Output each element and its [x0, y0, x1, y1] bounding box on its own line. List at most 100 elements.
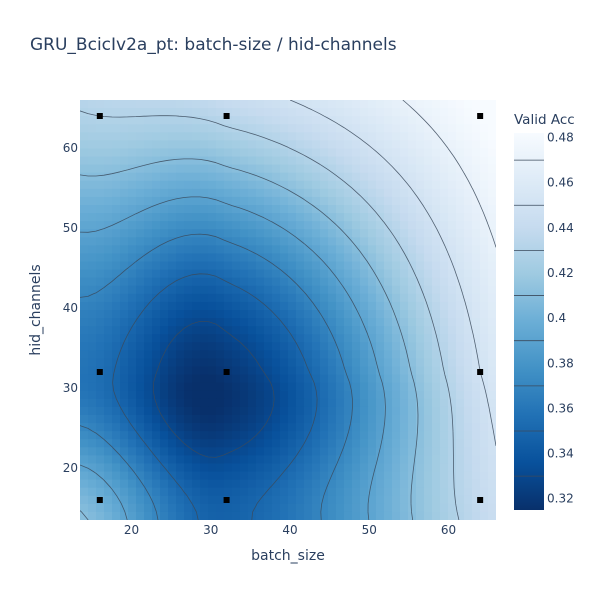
heatmap-cell	[480, 374, 489, 384]
heatmap-cell	[400, 487, 409, 497]
heatmap-cell	[80, 447, 89, 456]
heatmap-cell	[336, 269, 345, 279]
heatmap-cell	[96, 237, 105, 246]
heatmap-cell	[296, 245, 305, 255]
heatmap-cell	[464, 318, 473, 327]
heatmap-cell	[296, 253, 305, 263]
heatmap-cell	[208, 237, 217, 246]
heatmap-cell	[304, 495, 313, 505]
heatmap-cell	[368, 172, 377, 182]
heatmap-cell	[408, 164, 417, 174]
heatmap-cell	[376, 301, 385, 311]
heatmap-cell	[408, 495, 417, 505]
heatmap-cell	[440, 415, 449, 424]
heatmap-cell	[408, 221, 417, 230]
heatmap-cell	[472, 374, 481, 384]
heatmap-cell	[416, 447, 425, 456]
heatmap-cell	[432, 100, 441, 109]
heatmap-cell	[456, 148, 465, 158]
heatmap-cell	[328, 463, 337, 473]
heatmap-cell	[336, 431, 345, 440]
heatmap-cell	[448, 503, 457, 513]
heatmap-cell	[456, 366, 465, 376]
heatmap-cell	[472, 326, 481, 335]
heatmap-cell	[144, 172, 153, 182]
heatmap-cell	[392, 301, 401, 311]
heatmap-cell	[80, 277, 89, 287]
heatmap-cell	[320, 342, 329, 351]
heatmap-cell	[136, 406, 145, 416]
heatmap-cell	[384, 172, 393, 182]
heatmap-cell	[152, 471, 161, 481]
heatmap-cell	[432, 253, 441, 263]
heatmap-cell	[376, 205, 385, 214]
heatmap-cell	[280, 479, 289, 489]
heatmap-cell	[352, 439, 361, 448]
heatmap-cell	[152, 148, 161, 158]
heatmap-cell	[344, 124, 353, 133]
heatmap-cell	[248, 132, 257, 141]
heatmap-cell	[232, 221, 241, 230]
heatmap-cell	[376, 334, 385, 343]
heatmap-cell	[488, 495, 496, 505]
heatmap-cell	[344, 261, 353, 271]
heatmap-cell	[152, 439, 161, 448]
heatmap-cell	[432, 463, 441, 473]
heatmap-cell	[256, 213, 265, 222]
heatmap-cell	[456, 447, 465, 456]
heatmap-cell	[152, 132, 161, 141]
heatmap-cell	[232, 479, 241, 489]
heatmap-cell	[472, 180, 481, 190]
heatmap-cell	[120, 415, 129, 424]
heatmap-cell	[136, 447, 145, 456]
heatmap-cell	[336, 156, 345, 166]
heatmap-cell	[376, 229, 385, 238]
heatmap-cell	[176, 253, 185, 263]
heatmap-cell	[240, 350, 249, 360]
heatmap-cell	[472, 415, 481, 424]
heatmap-cell	[336, 261, 345, 271]
heatmap-cell	[472, 285, 481, 295]
heatmap-cell	[144, 374, 153, 384]
heatmap-cell	[248, 503, 257, 513]
heatmap-cell	[200, 253, 209, 263]
heatmap-cell	[456, 213, 465, 222]
heatmap-cell	[376, 350, 385, 360]
heatmap-cell	[360, 132, 369, 141]
heatmap-cell	[448, 398, 457, 408]
heatmap-cell	[256, 495, 265, 505]
heatmap-cell	[368, 431, 377, 440]
heatmap-cell	[280, 132, 289, 141]
heatmap-cell	[288, 479, 297, 489]
heatmap-cell	[344, 487, 353, 497]
heatmap-cell	[344, 237, 353, 246]
heatmap-cell	[336, 172, 345, 182]
heatmap-cell	[312, 132, 321, 141]
heatmap-cell	[376, 366, 385, 376]
heatmap-cell	[120, 382, 129, 392]
heatmap-cell	[152, 423, 161, 432]
heatmap-cell	[104, 471, 113, 481]
heatmap-cell	[416, 156, 425, 166]
heatmap-cell	[352, 495, 361, 505]
heatmap-cell	[248, 196, 257, 206]
heatmap-cell	[328, 172, 337, 182]
heatmap-cell	[208, 140, 217, 150]
heatmap-cell	[144, 455, 153, 465]
heatmap-cell	[168, 326, 177, 335]
heatmap-cell	[120, 213, 129, 222]
heatmap-cell	[488, 463, 496, 473]
heatmap-cell	[480, 503, 489, 513]
contour-line	[80, 158, 419, 520]
heatmap-cell	[136, 213, 145, 222]
heatmap-cell	[88, 261, 97, 271]
heatmap-cell	[400, 310, 409, 319]
contour-line	[402, 100, 496, 248]
heatmap-cell	[376, 132, 385, 141]
heatmap-cell	[304, 277, 313, 287]
heatmap-cell	[448, 471, 457, 481]
heatmap-cell	[264, 423, 273, 432]
heatmap-cell	[232, 245, 241, 255]
heatmap-cell	[184, 471, 193, 481]
